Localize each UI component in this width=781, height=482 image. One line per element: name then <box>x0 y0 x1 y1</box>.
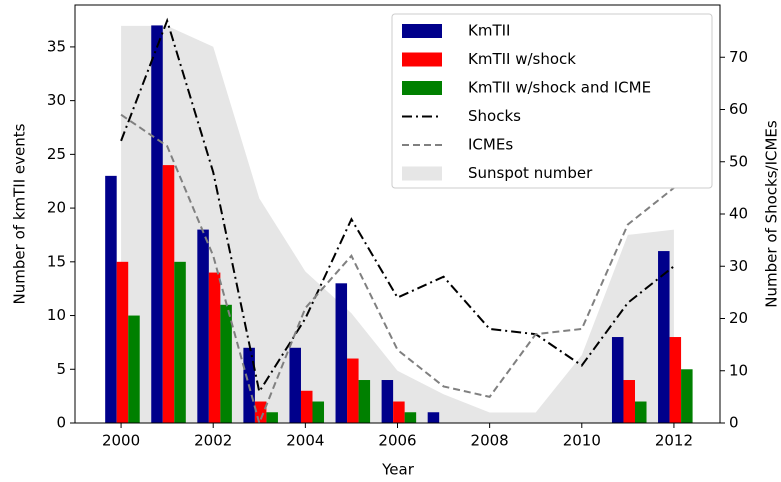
x-tick-label: 2006 <box>378 432 416 450</box>
legend-label: ICMEs <box>468 136 513 154</box>
y-tick-label: 30 <box>47 91 66 109</box>
y2-tick-label: 50 <box>729 152 748 170</box>
y-axis-label: Number of kmTII events <box>11 123 29 304</box>
bar <box>289 347 301 423</box>
bar <box>427 412 440 423</box>
bar <box>197 229 209 423</box>
bar <box>381 380 394 423</box>
bar <box>358 380 371 423</box>
bar <box>611 337 624 423</box>
bar <box>220 304 232 423</box>
y2-tick-label: 40 <box>729 205 748 223</box>
bar <box>128 315 140 423</box>
bar <box>162 165 175 423</box>
legend-label: Sunspot number <box>468 164 593 182</box>
bar <box>300 390 313 423</box>
y-tick-label: 0 <box>56 414 66 432</box>
x-tick-label: 2000 <box>102 432 140 450</box>
bar <box>335 283 348 423</box>
y2-tick-label: 10 <box>729 361 748 379</box>
legend-box <box>391 13 713 189</box>
plot-area <box>105 17 693 427</box>
y-tick-label: 5 <box>56 360 66 378</box>
y-tick-label: 15 <box>47 252 66 270</box>
y2-tick-label: 70 <box>729 48 748 66</box>
bar <box>404 412 417 423</box>
x-tick-label: 2010 <box>563 432 601 450</box>
y2-tick-label: 20 <box>729 309 748 327</box>
legend: KmTII KmTII w/shock KmTII w/shock and ICME… <box>391 13 713 189</box>
bar <box>634 401 647 423</box>
y-tick-label: 25 <box>47 145 66 163</box>
bar <box>151 25 163 424</box>
bar <box>254 401 267 423</box>
bar <box>669 337 682 423</box>
y2-tick-label: 0 <box>729 414 739 432</box>
x-axis-label: Year <box>381 461 415 479</box>
y2-tick-label: 30 <box>729 257 748 275</box>
y2-tick-label: 60 <box>729 100 748 118</box>
bar <box>266 412 278 423</box>
legend-label: Shocks <box>468 107 521 125</box>
x-tick-label: 2012 <box>655 432 693 450</box>
y-tick-label: 10 <box>47 306 66 324</box>
bar <box>623 380 635 423</box>
line <box>120 17 675 395</box>
legend-label: KmTII <box>468 22 510 40</box>
x-tick-label: 2002 <box>194 432 232 450</box>
bar <box>105 175 117 423</box>
y-tick-label: 20 <box>47 199 66 217</box>
bar <box>174 261 186 423</box>
x-tick-label: 2004 <box>286 432 324 450</box>
legend-swatch <box>402 24 442 38</box>
x-tick-label: 2008 <box>471 432 509 450</box>
y2-axis-label: Number of Shocks/ICMEs <box>763 120 781 308</box>
legend-swatch <box>402 166 442 181</box>
bar <box>393 401 405 423</box>
bar <box>208 272 221 423</box>
bar <box>347 358 359 423</box>
bar <box>312 401 325 423</box>
bar <box>116 261 129 423</box>
bar <box>681 369 693 423</box>
y-tick-label: 35 <box>47 37 66 55</box>
legend-swatch <box>402 81 442 95</box>
area <box>121 25 674 424</box>
legend-label: KmTII w/shock <box>468 50 576 68</box>
legend-swatch <box>402 52 442 67</box>
legend-label: KmTII w/shock and ICME <box>468 79 651 97</box>
bar <box>658 251 670 423</box>
